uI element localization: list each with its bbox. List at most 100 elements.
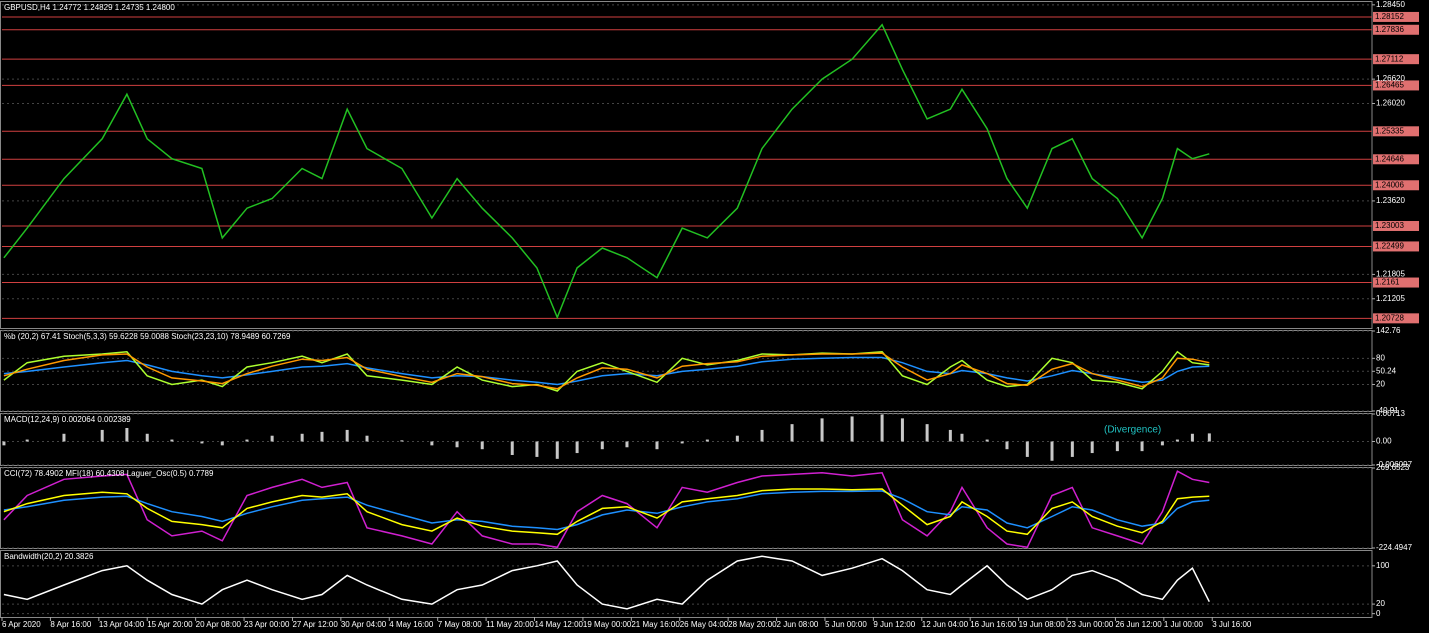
data-line [3, 555, 1210, 610]
histogram-bar [655, 441, 659, 450]
histogram-bar [245, 439, 249, 442]
y-tick-label: 1.21205 [1376, 294, 1405, 303]
data-line [3, 352, 1210, 390]
x-tick-label: 16 Jun 16:00 [970, 620, 1017, 629]
histogram-bar [850, 416, 854, 442]
histogram-bar [1190, 433, 1194, 442]
x-tick-label: 3 Jul 16:00 [1212, 620, 1252, 629]
level-label: 1.22499 [1375, 242, 1404, 251]
x-tick-label: 20 Apr 08:00 [196, 620, 242, 629]
level-box [1373, 11, 1419, 22]
histogram-bar [985, 439, 989, 442]
histogram-bar [925, 424, 929, 442]
histogram-bar [25, 439, 29, 442]
histogram-bar [400, 440, 404, 442]
x-tick-label: 11 May 20:00 [486, 620, 534, 629]
level-box [1373, 126, 1419, 137]
x-tick-label: 6 Apr 2020 [2, 620, 41, 629]
x-tick-label: 12 Jun 04:00 [922, 620, 969, 629]
level-label: 1.24006 [1375, 180, 1404, 189]
y-tick-label: 50.24 [1376, 366, 1397, 375]
level-label: 1.24646 [1375, 154, 1404, 163]
histogram-bar [1025, 441, 1029, 457]
y-tick-label: 100 [1376, 561, 1390, 570]
y-tick-label: 1.28450 [1376, 0, 1405, 9]
histogram-bar [365, 435, 369, 442]
data-line [3, 350, 1210, 392]
data-line [3, 356, 1210, 386]
x-tick-label: 27 Apr 12:00 [292, 620, 338, 629]
x-tick-label: 28 May 20:00 [728, 620, 777, 629]
histogram-bar [1070, 441, 1074, 457]
panel-title: MACD(12,24,9) 0.002064 0.002389 [4, 415, 131, 424]
histogram-bar [1005, 441, 1009, 450]
histogram-bar [300, 433, 304, 442]
histogram-bar [1160, 441, 1164, 446]
y-tick-label: 1.26020 [1376, 99, 1405, 108]
x-tick-label: 19 May 00:00 [583, 620, 632, 629]
level-box [1373, 180, 1419, 191]
level-label: 1.27112 [1375, 54, 1404, 63]
histogram-bar [125, 427, 129, 442]
y-tick-label: -0.006097 [1376, 460, 1413, 469]
histogram-bar [880, 414, 884, 442]
level-box [1373, 220, 1419, 231]
x-tick-label: 26 May 04:00 [680, 620, 729, 629]
level-label: 1.27836 [1375, 25, 1404, 34]
histogram-bar [555, 441, 559, 459]
x-tick-label: 1 Jul 00:00 [1164, 620, 1204, 629]
panel-frame [0, 550, 1373, 618]
y-tick-label: 0.00713 [1376, 409, 1405, 418]
y-tick-label: -40.91 [1376, 406, 1399, 415]
histogram-bar [62, 433, 66, 442]
histogram-bar [735, 435, 739, 442]
histogram-bar [200, 441, 204, 444]
histogram-bar [510, 441, 514, 455]
x-tick-label: 5 Jun 00:00 [825, 620, 867, 629]
histogram-bar [535, 441, 539, 457]
y-tick-label: 80 [1376, 353, 1385, 362]
histogram-bar [270, 435, 274, 442]
histogram-bar [170, 439, 174, 442]
x-tick-label: 15 Apr 20:00 [147, 620, 193, 629]
histogram-bar [760, 429, 764, 442]
panel-frame [0, 467, 1373, 549]
level-box [1373, 154, 1419, 165]
data-line [3, 488, 1210, 536]
x-tick-label: 21 May 16:00 [631, 620, 680, 629]
x-tick-label: 13 Apr 04:00 [99, 620, 145, 629]
x-tick-label: 9 Jun 12:00 [873, 620, 915, 629]
x-tick-label: 26 Jun 12:00 [1115, 620, 1162, 629]
level-label: 1.28152 [1375, 12, 1404, 21]
level-label: 1.25335 [1375, 126, 1404, 135]
y-tick-label: 1.26620 [1376, 74, 1405, 83]
x-tick-label: 7 May 08:00 [438, 620, 483, 629]
annotation: (Divergence) [1104, 425, 1161, 436]
histogram-bar [960, 433, 964, 442]
histogram-bar [100, 429, 104, 442]
histogram-bar [575, 441, 579, 454]
panel-frame [0, 413, 1373, 466]
x-tick-label: 30 Apr 04:00 [341, 620, 387, 629]
histogram-bar [345, 429, 349, 442]
histogram-bar [1050, 441, 1054, 461]
histogram-bar [790, 424, 794, 442]
histogram-bar [1115, 441, 1119, 452]
level-box [1373, 241, 1419, 252]
panel-title: GBPUSD,H4 1.24772 1.24829 1.24735 1.2480… [4, 3, 175, 12]
histogram-bar [1140, 441, 1144, 452]
y-tick-label: 0 [1376, 609, 1381, 618]
y-tick-label: 1.21805 [1376, 270, 1405, 279]
histogram-bar [820, 418, 824, 442]
level-box [1373, 277, 1419, 288]
histogram-bar [900, 418, 904, 442]
level-box [1373, 313, 1419, 324]
x-tick-label: 4 May 16:00 [389, 620, 434, 629]
histogram-bar [1207, 433, 1211, 442]
y-tick-label: 20 [1376, 380, 1385, 389]
x-tick-label: 23 Jun 00:00 [1067, 620, 1114, 629]
y-tick-label: -224.4947 [1376, 543, 1413, 552]
panel-title: CCI(72) 78.4902 MFI(18) 60.4308 Laguer_O… [4, 469, 214, 478]
histogram-bar [430, 441, 434, 446]
